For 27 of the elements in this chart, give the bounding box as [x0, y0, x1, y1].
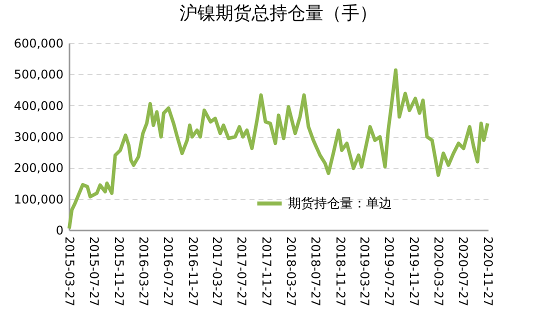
x-tick-label: 2015-11-27	[112, 236, 126, 306]
x-tick-label: 2017-11-27	[260, 236, 274, 306]
x-tick-label: 2019-07-27	[382, 236, 396, 306]
x-tick-label: 2017-03-27	[210, 236, 224, 306]
y-tick-label: 100,000	[14, 192, 64, 206]
x-tick-label: 2015-03-27	[62, 236, 76, 306]
y-tick-label: 600,000	[14, 36, 64, 50]
x-tick-label: 2015-07-27	[87, 236, 102, 306]
x-tick-label: 2020-11-27	[480, 236, 495, 306]
x-tick-label: 2018-11-27	[333, 236, 348, 306]
x-tick-label: 2016-07-27	[161, 236, 176, 306]
y-tick-label: 400,000	[14, 98, 64, 113]
x-tick-label: 2017-07-27	[234, 236, 249, 306]
legend-label: 期货持仓量：单边	[288, 196, 392, 212]
y-tick-label: 300,000	[14, 130, 64, 144]
x-tick-label: 2018-07-27	[308, 236, 322, 306]
x-tick-label: 2020-03-27	[431, 236, 446, 306]
x-tick-label: 2019-03-27	[358, 236, 372, 306]
chart-title: 沪镍期货总持仓量（手）	[180, 3, 378, 24]
x-tick-label: 2016-11-27	[186, 236, 200, 306]
x-tick-label: 2018-03-27	[284, 236, 298, 306]
x-tick-label: 2016-03-27	[136, 236, 150, 306]
x-tick-label: 2019-11-27	[406, 236, 421, 306]
y-tick-label: 200,000	[14, 161, 64, 176]
x-tick-label: 2020-07-27	[456, 236, 470, 306]
y-tick-label: 500,000	[14, 68, 64, 82]
y-tick-label: 0	[56, 224, 64, 238]
